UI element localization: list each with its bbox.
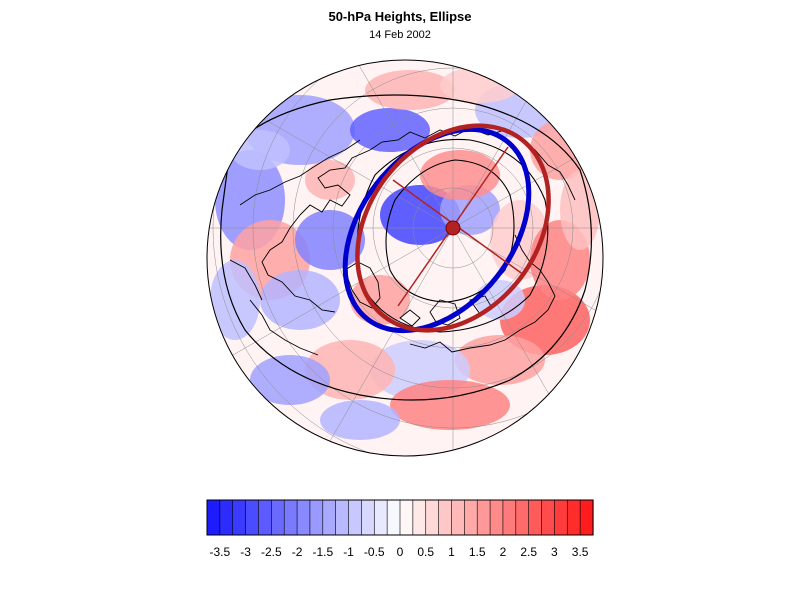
colorbar-tick-label: 2	[500, 545, 507, 559]
map-subtitle: 14 Feb 2002	[369, 29, 431, 41]
colorbar-swatch	[489, 499, 504, 536]
colorbar-swatch	[219, 499, 234, 536]
ellipse-center-marker	[445, 220, 461, 236]
colorbar-swatch	[271, 499, 285, 536]
coastline-greenland	[344, 261, 381, 309]
height-contour-outer	[220, 94, 593, 401]
fitted-ellipse	[355, 123, 551, 333]
colorbar-swatch	[373, 499, 388, 536]
colorbar-swatch	[451, 499, 465, 536]
meridian-line	[452, 227, 603, 389]
colorbar-swatch	[541, 499, 555, 536]
anomaly-blob	[320, 400, 400, 440]
colorbar-swatch	[566, 499, 581, 536]
colorbar-swatch	[361, 499, 375, 536]
colorbar-swatch	[322, 499, 337, 536]
anomaly-blob	[305, 160, 355, 200]
colorbar-tick-label: 1.5	[469, 545, 486, 559]
colorbar-swatch	[258, 499, 272, 536]
colorbar-swatches	[206, 499, 594, 536]
coastline-asia-south	[229, 139, 361, 301]
colorbar-swatch	[386, 499, 401, 536]
colorbar-swatch	[245, 499, 260, 536]
height-contour-inner	[385, 159, 515, 303]
colorbar-swatch	[335, 499, 350, 536]
observed-vortex-edge	[342, 126, 532, 334]
coastline-north-america	[409, 234, 556, 353]
colorbar-swatch	[309, 499, 324, 536]
anomaly-blob	[260, 270, 340, 330]
colorbar-tick-label: 2.5	[520, 545, 537, 559]
colorbar-swatch	[579, 499, 594, 536]
colorbar-tick-label: 1	[448, 545, 455, 559]
colorbar-tick-label: -1	[343, 545, 354, 559]
map-title: 50-hPa Heights, Ellipse	[328, 9, 472, 24]
colorbar-swatch	[232, 499, 247, 536]
colorbar-swatch	[528, 499, 543, 536]
graticule	[207, 60, 603, 456]
colorbar-swatch	[425, 499, 440, 536]
colorbar-swatch	[476, 499, 491, 536]
colorbar-swatch	[296, 499, 311, 536]
colorbar-tick-label: 3	[551, 545, 558, 559]
anomaly-blob	[380, 185, 460, 245]
colorbar-tick-label: -1.5	[312, 545, 333, 559]
colorbar-tick-labels: -3.5 -3 -2.5 -2 -1.5 -1 -0.5 0 0.5 1 1.5 2 2.5 3 3.5	[210, 545, 589, 559]
colorbar-swatch	[206, 499, 221, 536]
coastline-europe	[261, 214, 336, 313]
anomaly-blob	[390, 380, 510, 430]
colorbar-tick-label: -3.5	[210, 545, 231, 559]
colorbar-swatch	[438, 499, 453, 536]
colorbar-swatch	[399, 499, 414, 536]
colorbar-tick-label: 0.5	[417, 545, 434, 559]
colorbar-swatch	[502, 499, 517, 536]
colorbar-tick-label: 3.5	[572, 545, 589, 559]
colorbar-tick-label: -2.5	[261, 545, 282, 559]
colorbar-tick-label: -3	[240, 545, 251, 559]
colorbar-swatch	[348, 499, 362, 536]
meridian-line	[292, 227, 454, 456]
anomaly-blob	[365, 70, 455, 110]
coastline-africa	[249, 299, 319, 356]
anomaly-blob	[210, 260, 260, 340]
colorbar-swatch	[283, 499, 298, 536]
map-boundary	[206, 59, 604, 457]
colorbar-tick-label: 0	[397, 545, 404, 559]
colorbar-swatch	[515, 499, 530, 536]
colorbar-swatch	[554, 499, 568, 536]
colorbar-frame	[206, 499, 594, 536]
meridian-line	[292, 60, 454, 229]
colorbar-tick-label: -2	[292, 545, 303, 559]
colorbar-swatch	[412, 499, 427, 536]
colorbar-swatch	[464, 499, 478, 536]
colorbar-tick-label: -0.5	[364, 545, 385, 559]
meridian-line	[452, 227, 603, 456]
anomaly-field	[207, 60, 603, 456]
